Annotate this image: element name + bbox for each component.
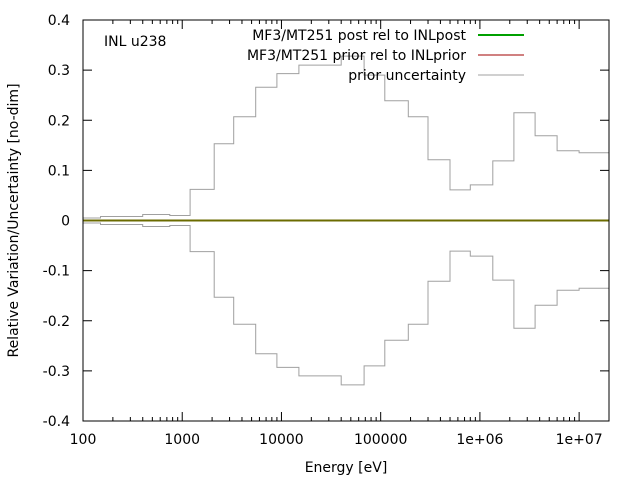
- legend: MF3/MT251 post rel to INLpost MF3/MT251 …: [247, 28, 524, 84]
- uncertainty-upper-line: [83, 55, 610, 219]
- y-tick-label: -0.4: [43, 414, 70, 430]
- legend-label-uncertainty: prior uncertainty: [348, 68, 466, 84]
- plot-frame: [82, 19, 610, 422]
- x-tick-label: 1000: [164, 432, 200, 448]
- uncertainty-lower-line: [83, 222, 610, 386]
- x-tick-label: 10000: [259, 432, 304, 448]
- x-tick-label: 1e+07: [556, 432, 603, 448]
- tick-marks: [82, 19, 610, 422]
- y-tick-label: -0.1: [43, 264, 70, 280]
- x-tick-label: 1e+06: [456, 432, 503, 448]
- y-tick-label: 0.3: [48, 63, 70, 79]
- x-axis-label: Energy [eV]: [305, 460, 388, 476]
- x-tick-label: 100000: [354, 432, 407, 448]
- y-tick-label: 0.2: [48, 113, 70, 129]
- x-tick-label: 100: [70, 432, 97, 448]
- y-tick-label: 0: [61, 214, 70, 230]
- chart-annotation: INL u238: [104, 34, 166, 50]
- series-layer: [83, 55, 610, 386]
- y-axis-label: Relative Variation/Uncertainty [no-dim]: [6, 83, 22, 357]
- y-tick-label: -0.3: [43, 364, 70, 380]
- y-tick-label: -0.2: [43, 314, 70, 330]
- y-tick-label: 0.1: [48, 163, 70, 179]
- legend-label-prior: MF3/MT251 prior rel to INLprior: [247, 48, 466, 64]
- legend-label-post: MF3/MT251 post rel to INLpost: [252, 28, 466, 44]
- y-tick-label: 0.4: [48, 13, 70, 29]
